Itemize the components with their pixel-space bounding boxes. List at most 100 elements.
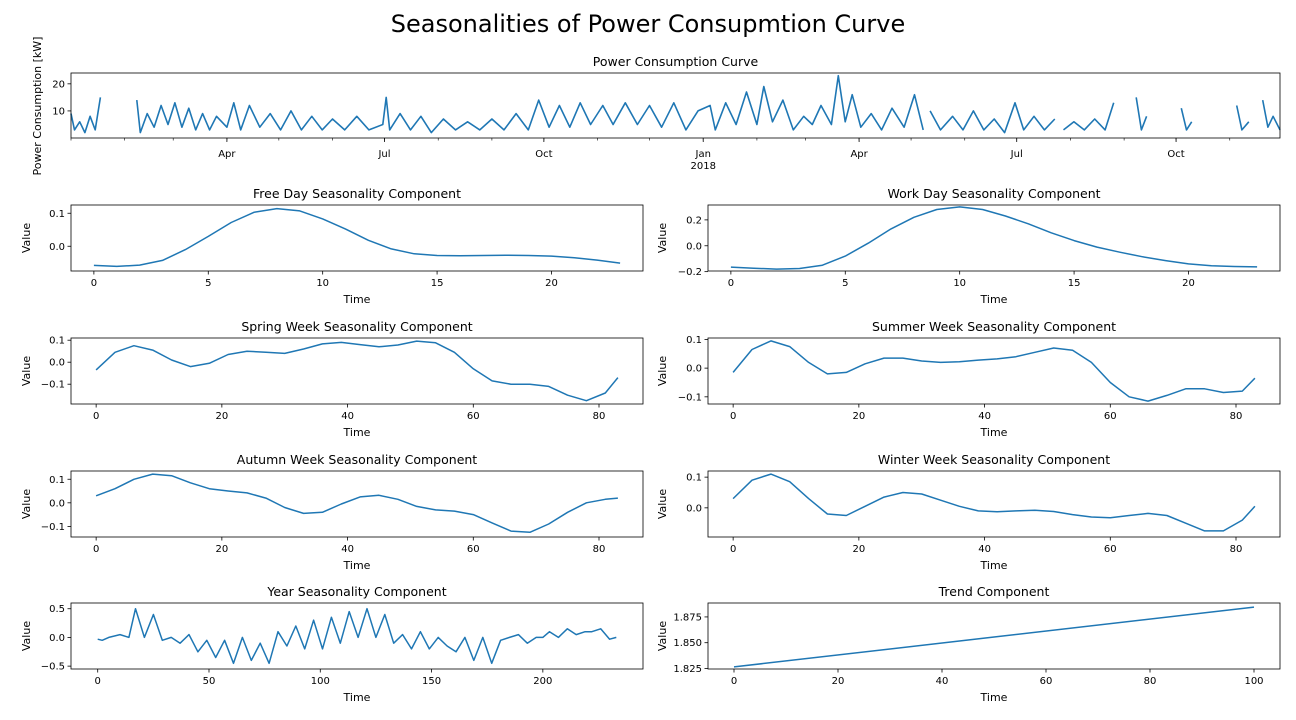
axes-frame [70, 602, 644, 670]
series-line [136, 74, 924, 134]
x-tick-label: 5 [842, 278, 848, 289]
axes-frame [70, 337, 644, 405]
y-axis-label: Power Consumption [kW] [31, 37, 44, 176]
axes-frame [707, 204, 1281, 272]
y-tick-label: 0.0 [49, 358, 65, 369]
y-tick-label: −0.1 [678, 392, 702, 403]
x-tick-label: Apr [218, 149, 236, 160]
chart-title: Autumn Week Seasonality Component [237, 452, 478, 467]
axes-frame [70, 470, 644, 538]
figure-title: Seasonalities of Power Consupmtion Curve [391, 10, 905, 38]
y-tick-label: 0.2 [686, 215, 702, 226]
y-tick-label: 0.1 [686, 335, 702, 346]
y-tick-label: 0.0 [686, 241, 702, 252]
x-tick-label: 80 [1230, 544, 1243, 555]
axes-frame [707, 602, 1281, 670]
x-axis-label: Time [343, 426, 371, 439]
series-line [1135, 97, 1148, 131]
chart-trend: Trend Component 1.825 1.850 1.875 0 20 40 60 80 1… [656, 584, 1281, 704]
series-line [732, 473, 1256, 532]
chart-title: Year Seasonality Component [266, 584, 446, 599]
y-tick-label: 0.0 [686, 364, 702, 375]
x-tick-label: Oct [535, 149, 552, 160]
y-tick-label: 0.0 [49, 633, 65, 644]
x-tick-label: Jul [1010, 149, 1023, 160]
y-axis-label: Value [20, 621, 33, 651]
x-tick-label: 60 [1104, 544, 1117, 555]
x-axis-label: Time [980, 293, 1008, 306]
y-tick-label: 0.0 [686, 503, 702, 514]
x-tick-label: 150 [422, 676, 441, 687]
x-tick-label: 60 [467, 544, 480, 555]
x-tick-label: 20 [215, 411, 228, 422]
x-tick-label: 0 [731, 676, 737, 687]
x-tick-label: 5 [205, 278, 211, 289]
axes-frame [707, 337, 1281, 405]
series-line [732, 340, 1256, 402]
series-line [95, 340, 619, 402]
series-line [93, 207, 621, 268]
chart-title: Power Consumption Curve [593, 54, 759, 69]
x-tick-label: Apr [850, 149, 868, 160]
y-axis-label: Value [20, 223, 33, 253]
x-axis-label: Time [980, 691, 1008, 704]
x-tick-label: 20 [832, 676, 845, 687]
series-line [730, 206, 1258, 270]
y-tick-label: 0.1 [49, 209, 65, 220]
x-tick-label: 15 [431, 278, 444, 289]
x-tick-label: 0 [730, 411, 736, 422]
chart-power: Power Consumption Curve 10 20 Apr Jul Oct Jan2… [31, 37, 1281, 176]
y-tick-label: 10 [52, 106, 65, 117]
y-axis-label: Value [20, 489, 33, 519]
y-tick-label: 0.1 [49, 336, 65, 347]
x-tick-label: 20 [545, 278, 558, 289]
x-axis-label: Time [980, 426, 1008, 439]
x-tick-label: 0 [93, 411, 99, 422]
x-tick-label: 80 [593, 411, 606, 422]
x-tick-label: 20 [1182, 278, 1195, 289]
x-tick-label: 10 [316, 278, 329, 289]
y-tick-label: 1.850 [673, 638, 702, 649]
x-tick-label: 0 [91, 278, 97, 289]
x-tick-label: 40 [978, 411, 991, 422]
x-tick-label: 80 [1144, 676, 1157, 687]
chart-title: Summer Week Seasonality Component [872, 319, 1116, 334]
chart-freeday: Free Day Seasonality Component 0.0 0.1 0 5 10… [20, 186, 644, 306]
x-tick-label: 20 [852, 544, 865, 555]
x-tick-sublabel: 2018 [690, 161, 715, 172]
y-tick-label: 0.0 [49, 498, 65, 509]
chart-year: Year Seasonality Component −0.5 0.0 0.5 0 50 1… [20, 584, 644, 704]
x-tick-label: Jul [377, 149, 390, 160]
x-tick-label: Jan [695, 149, 711, 160]
series-line [70, 97, 102, 134]
x-tick-label: 20 [215, 544, 228, 555]
x-axis-label: Time [343, 293, 371, 306]
x-tick-label: 0 [95, 676, 101, 687]
y-axis-label: Value [20, 356, 33, 386]
x-tick-label: 80 [593, 544, 606, 555]
y-tick-label: −0.1 [41, 522, 65, 533]
y-axis-label: Value [656, 489, 669, 519]
x-tick-label: 10 [953, 278, 966, 289]
chart-title: Spring Week Seasonality Component [241, 319, 472, 334]
y-tick-label: 20 [52, 79, 65, 90]
chart-winter: Winter Week Seasonality Component 0.0 0.1 0… [656, 452, 1281, 572]
chart-title: Winter Week Seasonality Component [878, 452, 1110, 467]
x-tick-label: 0 [730, 544, 736, 555]
x-tick-label: 40 [978, 544, 991, 555]
chart-title: Free Day Seasonality Component [253, 186, 461, 201]
axes-frame [707, 470, 1281, 538]
x-tick-label: 100 [311, 676, 330, 687]
series-line [95, 473, 618, 534]
y-axis-label: Value [656, 356, 669, 386]
x-tick-label: 200 [533, 676, 552, 687]
chart-workday: Work Day Seasonality Component −0.2 0.0 0.2… [656, 186, 1281, 306]
chart-spring: Spring Week Seasonality Component −0.1 0.0… [20, 319, 644, 439]
x-axis-label: Time [343, 691, 371, 704]
y-tick-label: 0.0 [49, 242, 65, 253]
x-tick-label: Oct [1167, 149, 1184, 160]
x-tick-label: 80 [1230, 411, 1243, 422]
x-tick-label: 60 [467, 411, 480, 422]
series-line [1180, 108, 1193, 131]
x-tick-label: 15 [1068, 278, 1081, 289]
